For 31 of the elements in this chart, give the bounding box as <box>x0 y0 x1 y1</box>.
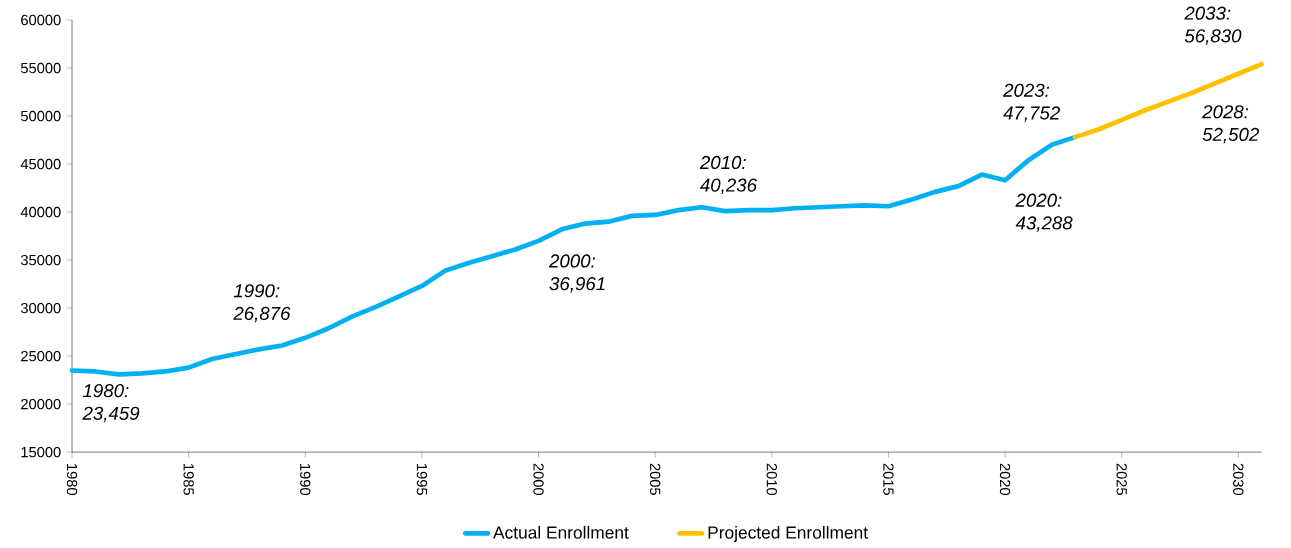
legend-label: Actual Enrollment <box>493 525 629 539</box>
x-tick-label: 1995 <box>416 464 428 495</box>
annotation: 2000: 36,961 <box>548 254 605 293</box>
x-tick-label: 2005 <box>649 463 661 495</box>
y-tick-label: 35000 <box>20 254 61 266</box>
y-tick-label: 40000 <box>20 206 61 218</box>
y-tick-label: 60000 <box>21 14 61 26</box>
annotation: 2010: 40,236 <box>699 155 757 194</box>
legend-label: Projected Enrollment <box>708 525 868 543</box>
annotation: 2023: 47,752 <box>1003 83 1060 122</box>
x-tick-label: 2010 <box>766 463 777 495</box>
y-tick-label: 55000 <box>20 62 61 74</box>
x-tick-label: 1985 <box>183 464 194 495</box>
x-tick-label: 1980 <box>66 464 78 495</box>
annotation: 2028: 52,502 <box>1202 105 1260 144</box>
x-tick-label: 2030 <box>1233 463 1244 495</box>
annotation: 2020: 43,288 <box>1015 193 1073 232</box>
annotation: 1990: 26,876 <box>233 284 291 323</box>
y-tick-label: 45000 <box>20 158 61 170</box>
y-tick-label: 50000 <box>20 110 61 122</box>
annotation: 1980: 23,459 <box>82 383 140 423</box>
y-tick-label: 30000 <box>20 302 61 314</box>
y-tick-label: 20000 <box>21 398 61 410</box>
x-tick-label: 2020 <box>999 463 1011 495</box>
x-tick-label: 2000 <box>533 463 544 495</box>
annotation: 2033: 56,830 <box>1184 6 1242 45</box>
x-tick-label: 1990 <box>300 464 311 495</box>
y-tick-label: 25000 <box>21 350 61 362</box>
x-tick-label: 2015 <box>883 463 894 495</box>
y-tick-label: 15000 <box>21 446 61 458</box>
x-tick-label: 2025 <box>1116 463 1127 495</box>
